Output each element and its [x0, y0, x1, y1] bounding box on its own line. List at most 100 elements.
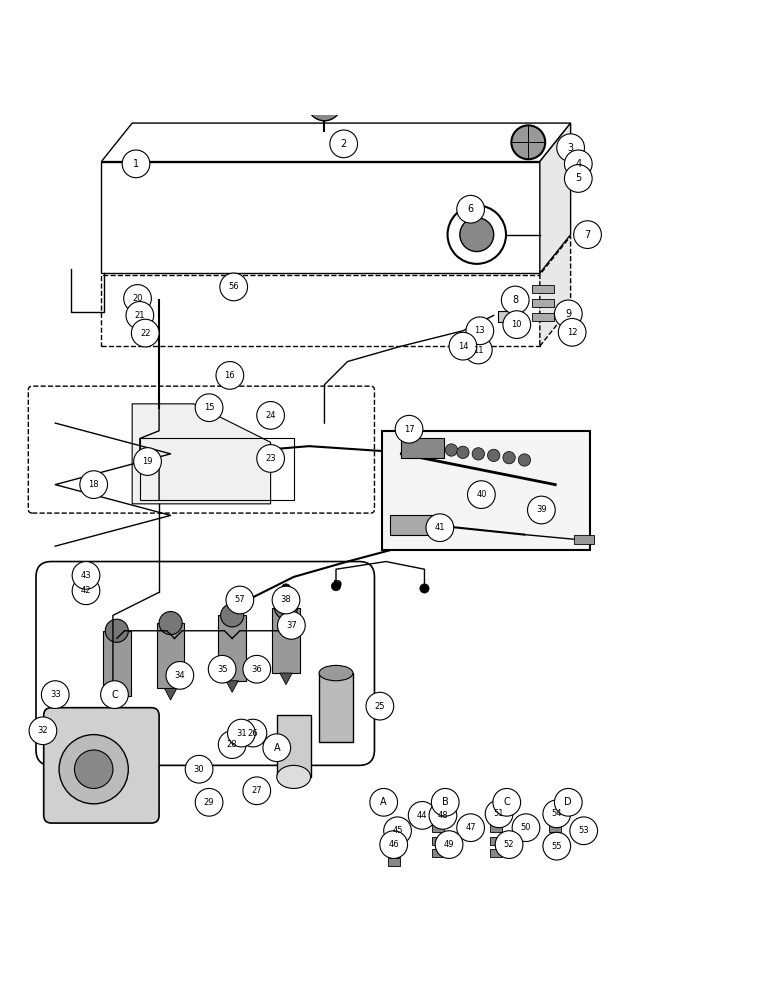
Circle shape [380, 831, 408, 858]
Bar [432, 837, 445, 845]
Circle shape [72, 562, 100, 589]
Bar [549, 849, 561, 857]
Circle shape [395, 415, 423, 443]
Bar [103, 631, 130, 696]
Circle shape [122, 150, 150, 178]
Text: 8: 8 [512, 295, 518, 305]
Circle shape [239, 719, 267, 747]
Bar [157, 623, 185, 688]
Text: D: D [333, 580, 342, 590]
Text: 16: 16 [225, 371, 235, 380]
Circle shape [457, 446, 469, 458]
Text: 1: 1 [133, 159, 139, 169]
Text: 56: 56 [229, 282, 239, 291]
Circle shape [468, 481, 495, 508]
Text: 17: 17 [404, 425, 415, 434]
Circle shape [574, 221, 601, 248]
Text: 42: 42 [81, 586, 91, 595]
Bar [390, 515, 436, 535]
Circle shape [105, 619, 128, 642]
Text: 6: 6 [468, 204, 474, 214]
Circle shape [543, 800, 571, 828]
Text: 20: 20 [132, 294, 143, 303]
Circle shape [449, 332, 477, 360]
Text: 47: 47 [466, 823, 476, 832]
Polygon shape [110, 696, 123, 708]
FancyBboxPatch shape [382, 431, 590, 550]
Circle shape [429, 802, 457, 829]
Circle shape [307, 87, 341, 121]
Circle shape [408, 802, 436, 829]
Circle shape [420, 584, 429, 593]
Bar [388, 858, 400, 866]
Circle shape [278, 612, 305, 639]
Circle shape [126, 302, 154, 329]
Circle shape [554, 788, 582, 816]
Circle shape [59, 735, 128, 804]
Circle shape [226, 586, 254, 614]
Circle shape [72, 577, 100, 605]
Text: D: D [564, 797, 572, 807]
Circle shape [29, 717, 57, 745]
Bar [401, 438, 444, 458]
Text: 21: 21 [134, 311, 145, 320]
Text: 31: 31 [236, 729, 247, 738]
Bar [490, 849, 502, 857]
Circle shape [488, 449, 499, 462]
Text: 15: 15 [204, 403, 215, 412]
Bar [388, 849, 400, 857]
Text: 49: 49 [444, 840, 455, 849]
Bar [218, 615, 246, 681]
Polygon shape [540, 123, 571, 273]
Text: 18: 18 [88, 480, 99, 489]
Text: 11: 11 [473, 346, 483, 355]
Circle shape [273, 586, 300, 614]
Circle shape [281, 584, 290, 593]
Bar [277, 715, 310, 777]
Bar [532, 299, 554, 307]
Text: 33: 33 [50, 690, 61, 699]
Circle shape [518, 454, 530, 466]
Polygon shape [132, 404, 271, 504]
Bar [490, 824, 502, 832]
Circle shape [216, 362, 244, 389]
Text: 5: 5 [575, 173, 581, 183]
Text: 32: 32 [38, 726, 48, 735]
Bar [432, 824, 445, 832]
Bar [498, 311, 516, 322]
Circle shape [460, 218, 493, 252]
Circle shape [134, 448, 161, 475]
Circle shape [457, 814, 485, 842]
Circle shape [195, 788, 223, 816]
Text: B: B [442, 797, 449, 807]
Text: 37: 37 [286, 621, 296, 630]
Circle shape [564, 165, 592, 192]
Circle shape [42, 681, 69, 708]
Circle shape [501, 286, 529, 314]
Circle shape [331, 582, 340, 591]
Text: 40: 40 [476, 490, 486, 499]
Circle shape [208, 655, 236, 683]
Circle shape [512, 814, 540, 842]
Text: 46: 46 [388, 840, 399, 849]
Text: 54: 54 [551, 809, 562, 818]
Text: 13: 13 [475, 326, 485, 335]
Bar [490, 837, 502, 845]
Circle shape [426, 514, 454, 542]
Text: 43: 43 [81, 571, 91, 580]
Circle shape [493, 788, 520, 816]
Circle shape [495, 831, 523, 858]
Circle shape [185, 755, 213, 783]
Polygon shape [540, 236, 571, 346]
Circle shape [432, 788, 459, 816]
Text: 30: 30 [194, 765, 205, 774]
Circle shape [257, 402, 284, 429]
Bar [273, 608, 300, 673]
Circle shape [435, 831, 463, 858]
Circle shape [486, 800, 513, 828]
Text: 27: 27 [252, 786, 262, 795]
Text: 51: 51 [494, 809, 504, 818]
Bar [549, 837, 561, 845]
Ellipse shape [277, 765, 310, 788]
Circle shape [557, 134, 584, 162]
